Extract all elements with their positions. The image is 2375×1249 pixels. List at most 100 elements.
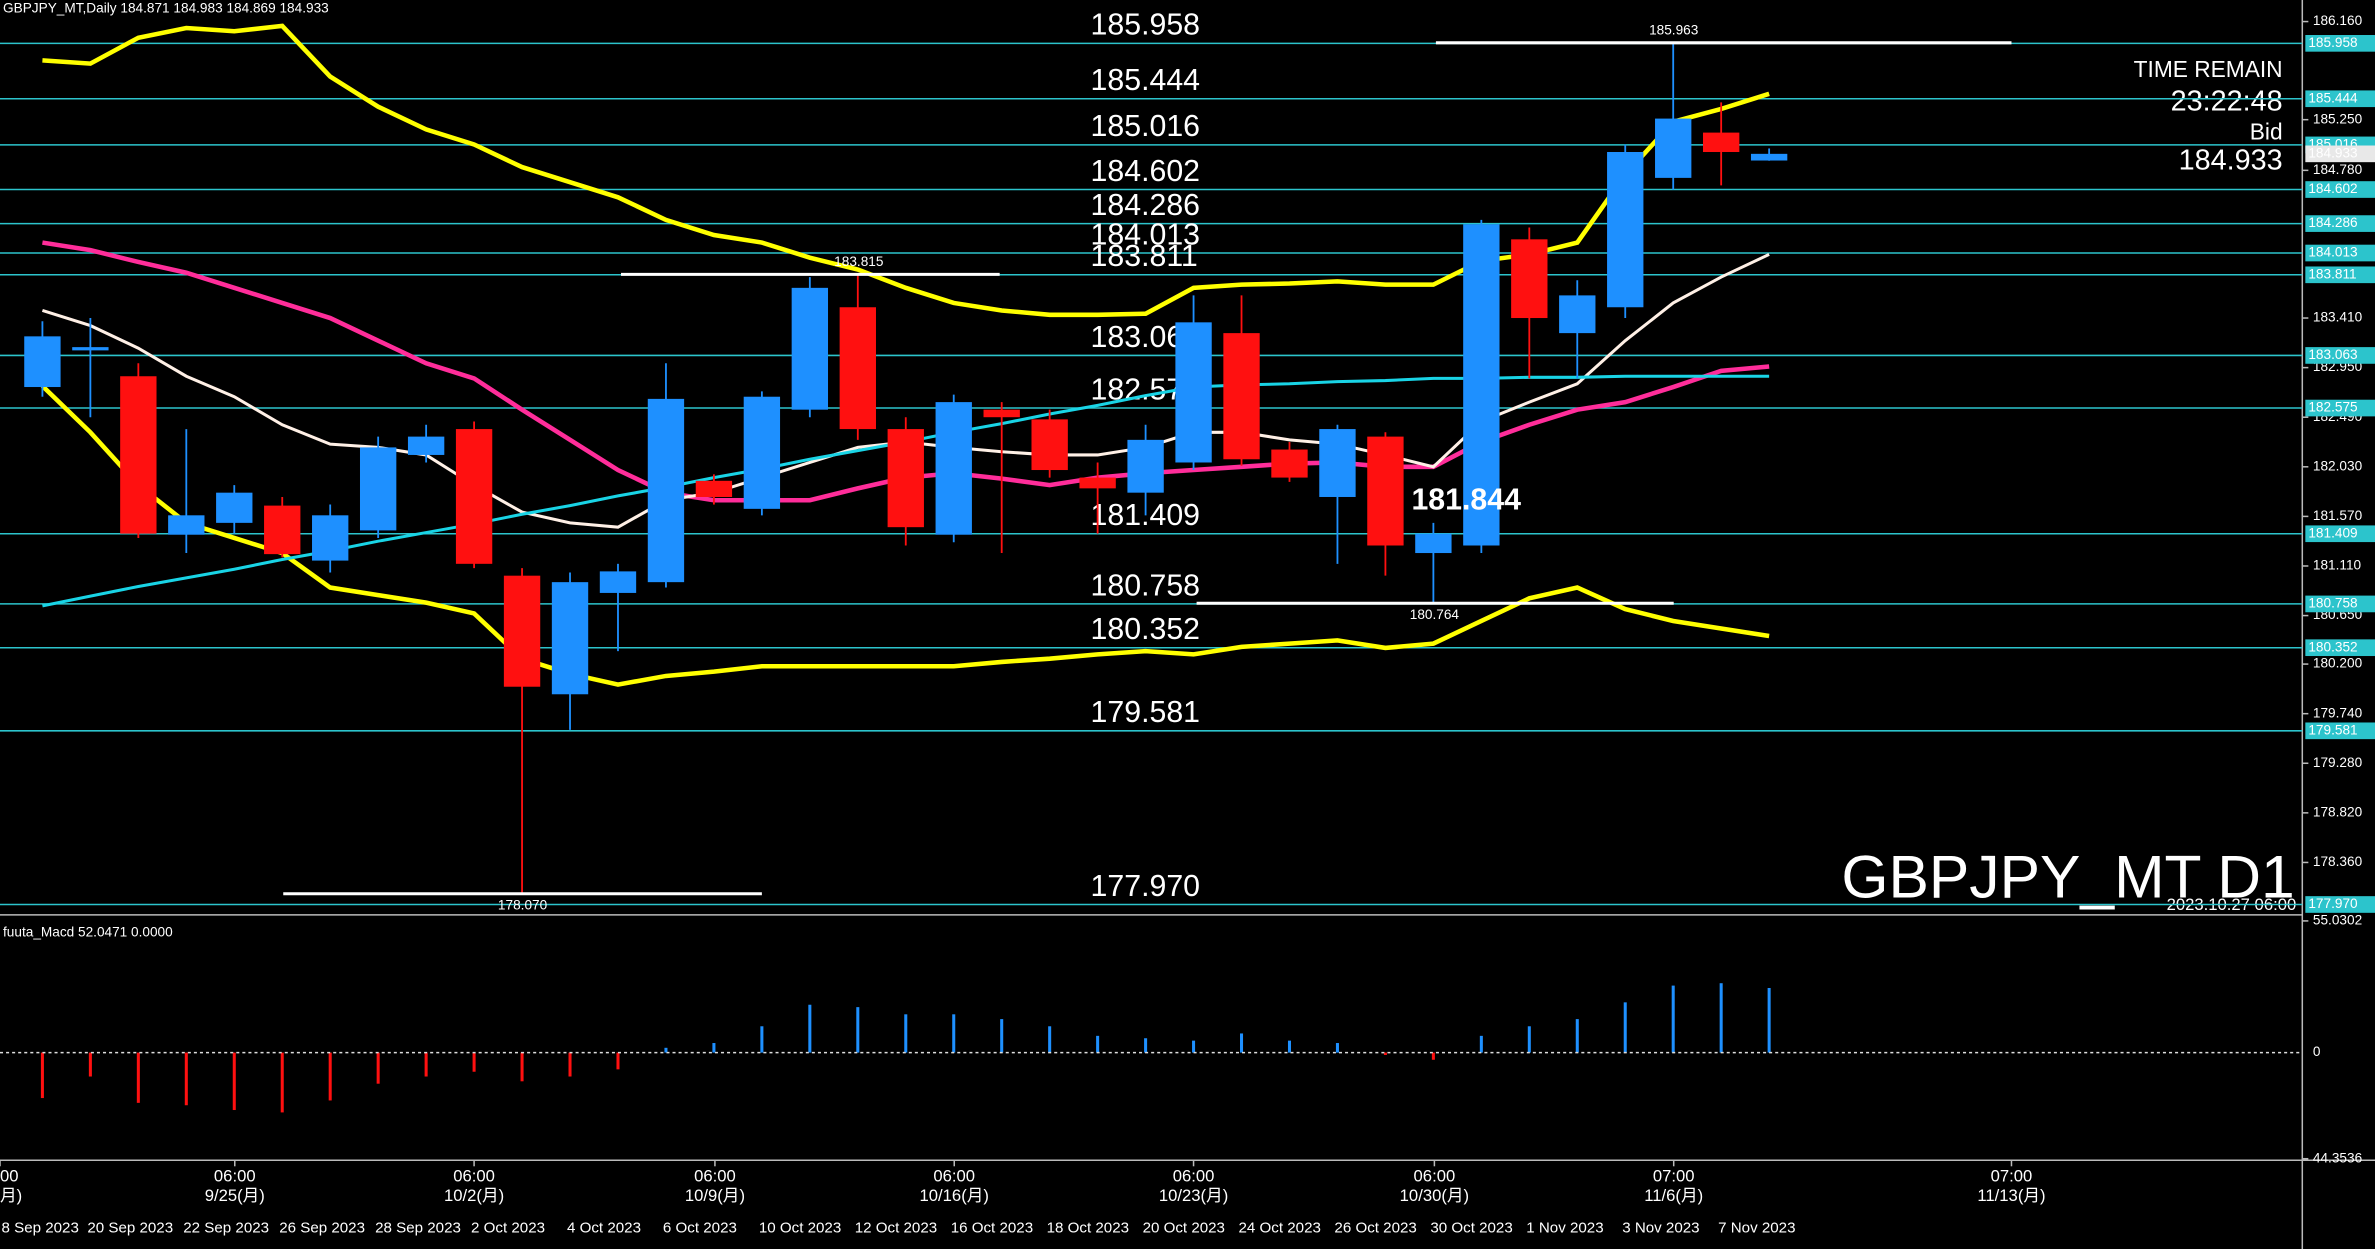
macd-bar [1000, 1019, 1004, 1053]
macd-bar [40, 1052, 44, 1099]
price-mark-label: 180.764 [1410, 607, 1460, 622]
macd-bar [1527, 1026, 1531, 1053]
macd-bar [472, 1052, 476, 1072]
time-date-label: 9/25(月) [205, 1186, 265, 1205]
time-date-label: 10/16(月) [920, 1186, 989, 1205]
macd-bar [712, 1043, 716, 1053]
time-date-label: 10/2(月) [444, 1186, 504, 1205]
candle-body [599, 571, 637, 593]
macd-bar [568, 1052, 572, 1077]
x-tick-label: 1 Nov 2023 [1526, 1219, 1603, 1236]
x-tick-label: 10 Oct 2023 [759, 1219, 841, 1236]
level-box-label: 184.286 [2308, 215, 2357, 230]
macd-bar [1623, 1002, 1627, 1053]
macd-bar [1144, 1038, 1148, 1053]
macd-bar [808, 1004, 812, 1053]
macd-bar [664, 1047, 668, 1053]
candle-body [1271, 449, 1308, 478]
macd-tick-label: 44.3536 [2313, 1150, 2362, 1165]
candle-body [839, 307, 876, 430]
time-label: 06:00 [1414, 1166, 1456, 1185]
time-date-label: 10/30(月) [1400, 1186, 1469, 1205]
price-mark-label: 183.815 [834, 254, 883, 269]
level-box [2305, 896, 2375, 913]
level-box-label: 185.958 [2308, 35, 2357, 50]
y-tick-label: 185.250 [2313, 111, 2363, 126]
macd-bar [1383, 1052, 1387, 1055]
x-tick-label: 6 Oct 2023 [663, 1219, 737, 1236]
candle-body [1175, 322, 1212, 463]
macd-bar [952, 1014, 956, 1053]
macd-bar [1767, 987, 1771, 1053]
candle-body [743, 396, 781, 509]
macd-bar [1240, 1033, 1244, 1053]
candle-body [312, 515, 349, 561]
time-label: 06:00 [694, 1166, 736, 1185]
candle-body [455, 429, 493, 564]
x-tick-label: 7 Nov 2023 [1718, 1219, 1795, 1236]
x-tick-label: 28 Sep 2023 [375, 1219, 461, 1236]
x-tick-label: 20 Sep 2023 [87, 1219, 173, 1236]
candle-body [695, 480, 733, 497]
macd-bar [232, 1052, 236, 1111]
level-label: 184.013 [1091, 218, 1200, 251]
candle-body [24, 336, 61, 388]
time-remain: 23:22:48 [2171, 86, 2283, 118]
macd-bar [1287, 1040, 1292, 1053]
macd-bar [328, 1052, 332, 1101]
macd-bar [184, 1052, 188, 1106]
x-tick-label: 30 Oct 2023 [1430, 1219, 1512, 1236]
y-tick-label: 183.410 [2313, 310, 2363, 325]
level-box [2305, 399, 2375, 417]
candle-body [1511, 239, 1548, 319]
level-box [2305, 35, 2375, 52]
time-remain-label: TIME REMAIN [2134, 56, 2283, 82]
level-label: 185.958 [1091, 9, 1200, 42]
candle-body [72, 347, 109, 351]
level-box [2305, 215, 2375, 232]
level-box-label: 179.581 [2308, 722, 2357, 737]
candle-body [503, 575, 541, 687]
candle-body [1127, 439, 1164, 493]
candle-body [887, 429, 924, 528]
symbol-watermark: GBPJPY_MT D1 [1841, 843, 2294, 911]
level-box [2305, 244, 2375, 262]
y-tick-label: 186.160 [2313, 13, 2363, 28]
level-label: 180.352 [1091, 613, 1200, 646]
time-label: 07:00 [1991, 1166, 2033, 1185]
x-tick-label: 26 Oct 2023 [1334, 1219, 1416, 1236]
candle-body [216, 492, 253, 523]
level-box-label: 180.758 [2308, 596, 2357, 611]
candle-body [1463, 224, 1500, 546]
time-date-label: 10/23(月) [1159, 1186, 1228, 1205]
macd-bar [1431, 1052, 1435, 1060]
time-date-label: 11/6(月) [1644, 1186, 1703, 1205]
candle-body [1607, 152, 1644, 308]
level-label: 184.602 [1091, 155, 1200, 188]
macd-title: fuuta_Macd 52.0471 0.0000 [3, 925, 173, 940]
x-tick-label: 18 Oct 2023 [1047, 1219, 1129, 1236]
x-tick-label: 20 Oct 2023 [1143, 1219, 1225, 1236]
time-date-label: 月) [0, 1186, 22, 1205]
cursor-price: 181.844 [1411, 483, 1521, 516]
level-box [2305, 639, 2375, 657]
macd-bar [520, 1052, 524, 1082]
candle-body [1750, 153, 1788, 161]
y-tick-label: 182.030 [2313, 458, 2363, 473]
y-tick-label: 179.740 [2313, 705, 2363, 720]
macd-bar [616, 1052, 620, 1070]
macd-tick-label: 0 [2313, 1044, 2321, 1059]
bid-price: 184.933 [2179, 145, 2283, 177]
level-box [2305, 595, 2375, 613]
time-label: 00 [0, 1166, 19, 1185]
x-tick-label: 4 Oct 2023 [567, 1219, 641, 1236]
x-tick-label: 26 Sep 2023 [279, 1219, 365, 1236]
x-tick-label: 16 Oct 2023 [951, 1219, 1033, 1236]
candle-body [407, 436, 445, 455]
x-tick-label: 22 Sep 2023 [183, 1219, 269, 1236]
candle-body [264, 505, 301, 555]
macd-bar [376, 1052, 380, 1084]
level-box-label: 181.409 [2308, 525, 2357, 540]
candle-body [791, 287, 829, 410]
